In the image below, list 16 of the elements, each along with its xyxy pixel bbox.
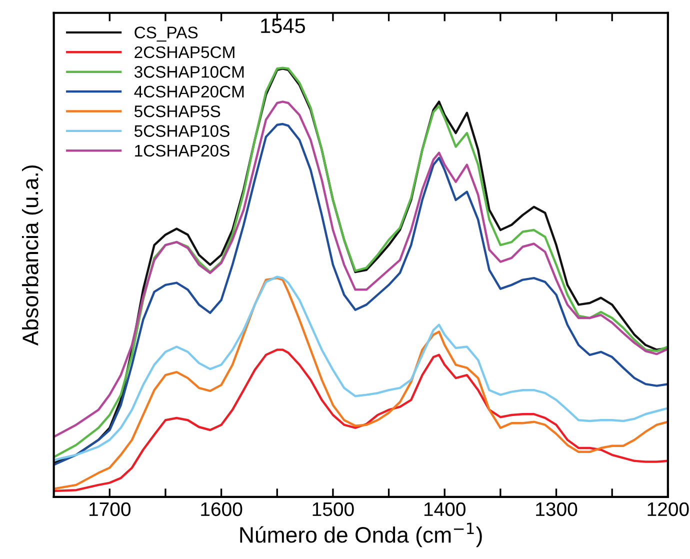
legend-label: 1CSHAP20S <box>135 144 230 157</box>
x-tick-label: 1500 <box>312 502 354 516</box>
y-axis-title: Absorbancia (u.a.) <box>22 165 43 346</box>
legend-label: 4CSHAP20CM <box>134 86 244 98</box>
legend-label: 5CSHAP5S <box>134 105 220 118</box>
legend-label: 2CSHAP5CM <box>134 46 234 58</box>
legend-label: 5CSHAP10S <box>134 125 230 137</box>
x-tick-label: 1600 <box>201 502 242 516</box>
legend-label: 3CSHAP10CM <box>134 66 244 78</box>
x-tick-label: 1300 <box>536 502 578 516</box>
x-tick-label: 1200 <box>648 502 689 516</box>
x-tick-label: 1400 <box>424 502 466 516</box>
x-tick-label: 1700 <box>90 502 131 516</box>
annotation: 1545 <box>261 18 306 34</box>
legend-label: CS_PAS <box>134 26 198 42</box>
x-axis-title: Número de Onda (cm$^{−1}$) <box>240 522 482 548</box>
